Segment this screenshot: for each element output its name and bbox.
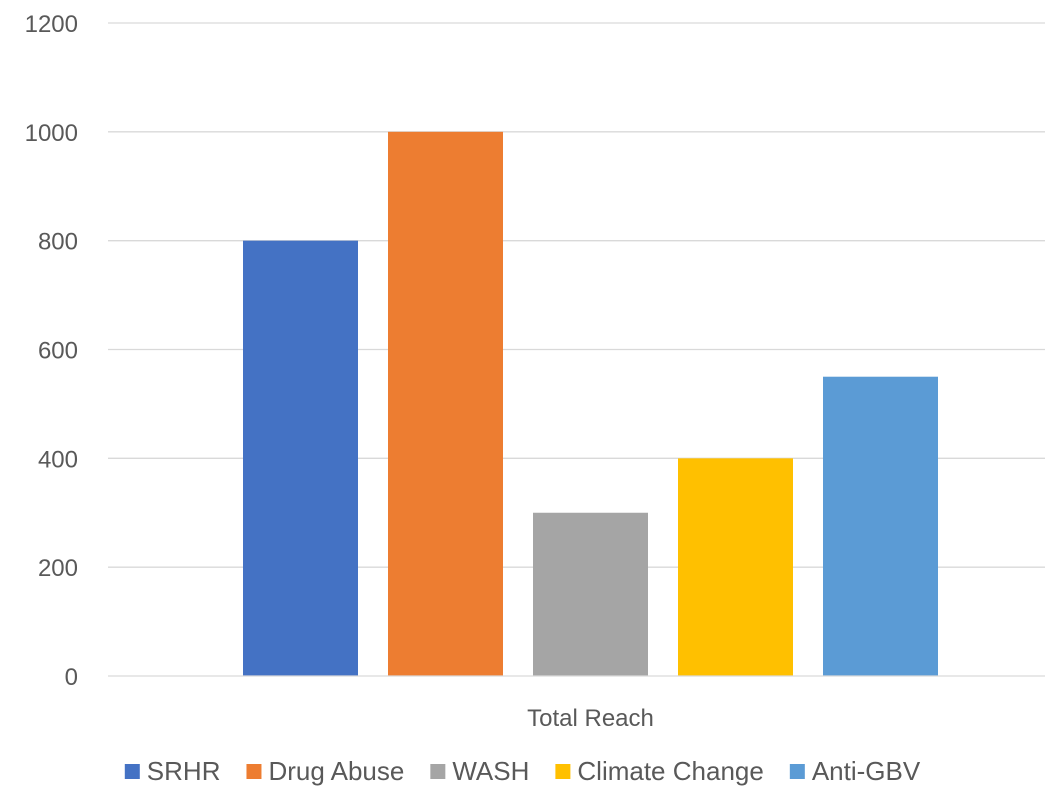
legend-label: SRHR [147,756,221,786]
y-tick-label: 0 [65,664,78,691]
legend-swatch [555,764,571,779]
legend-item: WASH [430,756,529,786]
legend-swatch [246,764,262,779]
legend-label: Climate Change [577,756,763,786]
y-axis-tick-labels: 0 200 400 600 800 1000 1200 [25,11,78,691]
legend-item: Anti-GBV [789,756,921,786]
bar-anti-gbv [823,376,938,676]
category-label: Total Reach [527,705,654,732]
legend-label: WASH [452,756,529,786]
bar-climate-change [678,458,793,676]
legend-label: Anti-GBV [812,756,921,786]
legend: SRHR Drug Abuse WASH Climate Change Anti-GBV [124,756,921,786]
y-tick-label: 800 [38,229,78,256]
legend-item: SRHR [124,756,221,786]
bar-wash [533,512,648,676]
y-tick-label: 600 [38,338,78,365]
legend-item: Climate Change [555,756,764,786]
legend-label: Drug Abuse [268,756,404,786]
y-tick-label: 1200 [25,11,78,38]
bar-srhr [243,240,358,676]
legend-swatch [789,764,805,779]
y-tick-label: 200 [38,555,78,582]
y-tick-label: 1000 [25,120,78,147]
legend-swatch [124,764,140,779]
y-tick-label: 400 [38,446,78,473]
legend-swatch [430,764,446,779]
bars [243,131,938,677]
legend-item: Drug Abuse [246,756,404,786]
bar-drug-abuse [388,131,503,677]
